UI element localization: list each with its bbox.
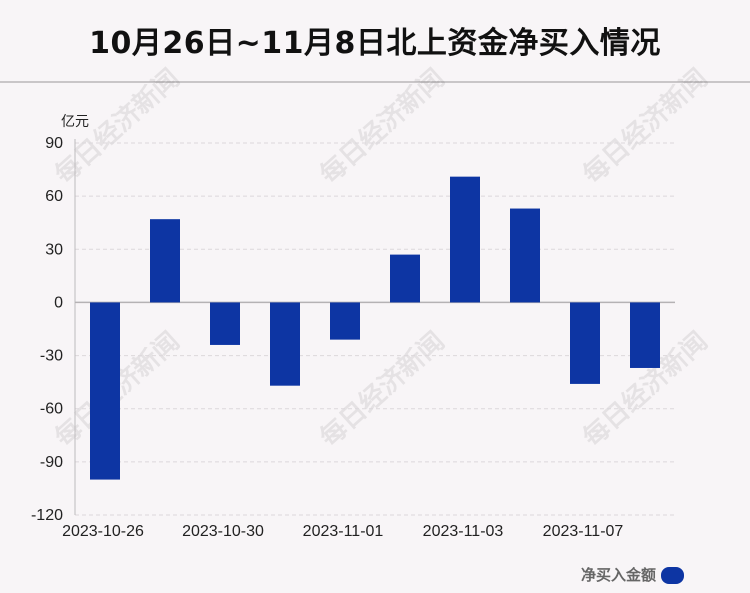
bar-2023-11-03 <box>450 176 480 303</box>
x-tick-labels: 2023-10-26 2023-10-30 2023-11-01 2023-11-03… <box>62 523 623 540</box>
bar-2023-11-02 <box>390 254 420 303</box>
bar-2023-10-27 <box>150 219 180 303</box>
chart-title: 10月26日~11月8日北上资金净买入情况 <box>89 26 661 61</box>
bar-2023-10-26 <box>90 302 120 480</box>
bar-2023-10-30 <box>210 302 240 345</box>
y-tick-0: 0 <box>54 294 63 311</box>
watermark-layer: 每日经济新闻每日经济新闻每日经济新闻每日经济新闻每日经济新闻每日经济新闻 <box>49 63 714 453</box>
bar-2023-11-06 <box>510 208 540 303</box>
y-axis-unit-label: 亿元 <box>61 114 89 130</box>
bar-2023-10-31 <box>270 302 300 386</box>
x-tick-2023-11-07: 2023-11-07 <box>543 523 624 540</box>
y-tick--90: -90 <box>40 454 63 471</box>
bar-2023-11-08 <box>630 302 660 368</box>
y-tick--60: -60 <box>40 401 63 418</box>
watermark-1: 每日经济新闻 <box>314 63 451 190</box>
watermark-4: 每日经济新闻 <box>314 326 451 453</box>
x-tick-2023-10-26: 2023-10-26 <box>62 523 144 540</box>
x-tick-2023-11-01: 2023-11-01 <box>303 523 384 540</box>
watermark-2: 每日经济新闻 <box>577 63 714 190</box>
x-tick-2023-10-30: 2023-10-30 <box>182 523 264 540</box>
x-tick-2023-11-03: 2023-11-03 <box>423 523 504 540</box>
legend: 净买入金额 <box>581 566 684 584</box>
legend-label: 净买入金额 <box>581 566 656 584</box>
bar-2023-11-07 <box>570 302 600 384</box>
y-tick-30: 30 <box>45 241 63 258</box>
y-tick-60: 60 <box>45 188 63 205</box>
y-tick--30: -30 <box>40 348 63 365</box>
y-tick-90: 90 <box>45 135 63 152</box>
bars <box>90 176 660 480</box>
legend-swatch <box>661 567 684 584</box>
title-divider <box>0 81 750 83</box>
bar-2023-11-01 <box>330 302 360 340</box>
y-tick-labels: 90 60 30 0 -30 -60 -90 -120 <box>31 135 63 524</box>
y-tick--120: -120 <box>31 507 63 524</box>
